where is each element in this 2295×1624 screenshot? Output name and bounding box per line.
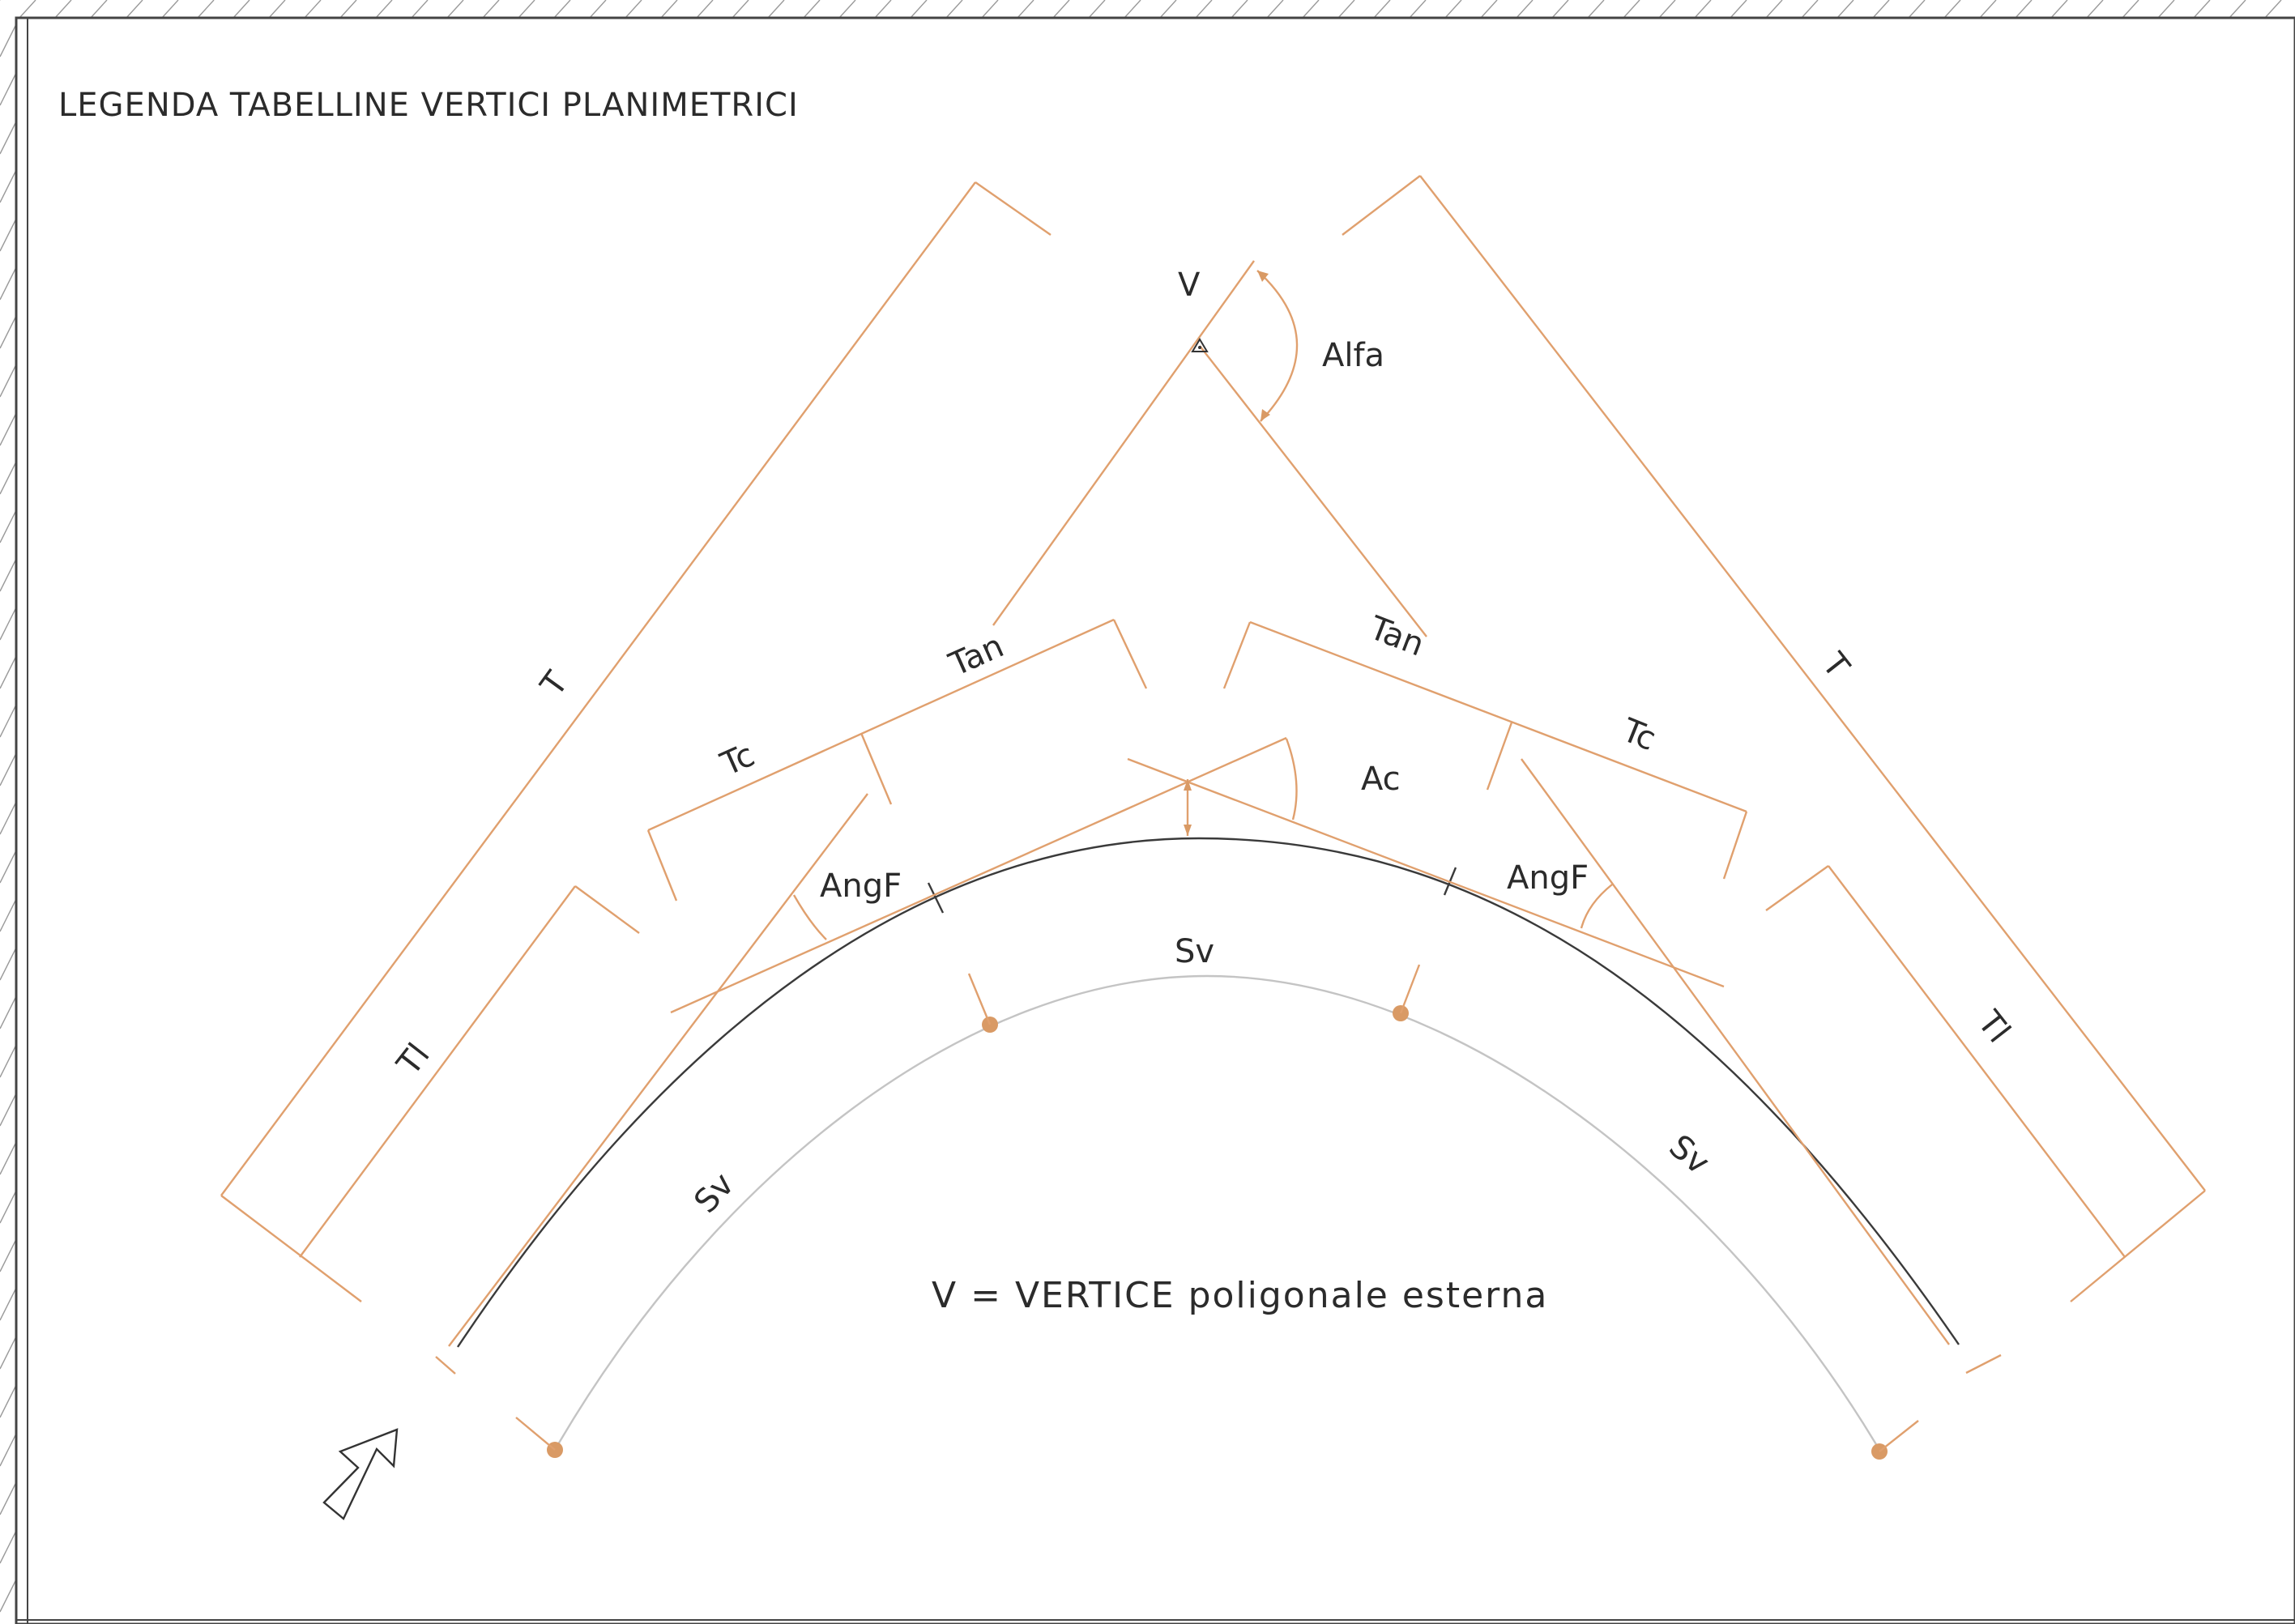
direction-arrow-up-right-icon: [322, 1428, 399, 1520]
tl-left-dim-line: [299, 885, 576, 1258]
chord-line-right: [1521, 758, 1950, 1345]
tl-right-dim-line: [1828, 865, 2126, 1258]
vertex-leg-right: [1199, 345, 1427, 637]
alfa-arc: [1256, 270, 1299, 422]
sv-top-label: Sv: [1175, 933, 1214, 970]
vertex-label: V: [1178, 266, 1201, 304]
tangent-line-right: [1127, 757, 1725, 988]
tan-right-dim-line: [1249, 620, 1747, 813]
curve-end-tick-left: [435, 1356, 456, 1375]
legend-title: LEGENDA TABELLINE VERTICI PLANIMETRICI: [58, 87, 799, 124]
alfa-arrow-bottom: [1261, 409, 1270, 421]
vertex-leg-left: [992, 260, 1255, 626]
offset-curve-sv: [553, 974, 1881, 1451]
tangent-line-left: [670, 736, 1287, 1014]
vertex-triangle-icon: [1191, 338, 1209, 352]
angf-left-arc: [792, 894, 827, 940]
road-axis-curve: [457, 837, 1960, 1348]
angf-right-label: AngF: [1507, 859, 1589, 897]
vertex-note: V = VERTICE poligonale esterna: [932, 1275, 1548, 1316]
tan-left-dim-line: [647, 618, 1115, 832]
chord-line-left: [448, 793, 868, 1347]
ac-arc: [1285, 738, 1298, 821]
angf-left-label: AngF: [820, 867, 902, 905]
sheet-frame: [15, 16, 2295, 1624]
ac-label: Ac: [1361, 761, 1401, 798]
curve-end-tick-right: [1965, 1353, 2002, 1375]
t-right-dim-line: [1419, 175, 2206, 1191]
alfa-arrow-top: [1257, 271, 1269, 282]
tangent-point-left: [927, 882, 945, 914]
alfa-label: Alfa: [1322, 337, 1384, 374]
angf-right-arc: [1580, 884, 1613, 929]
t-left-dim-line: [220, 181, 976, 1196]
